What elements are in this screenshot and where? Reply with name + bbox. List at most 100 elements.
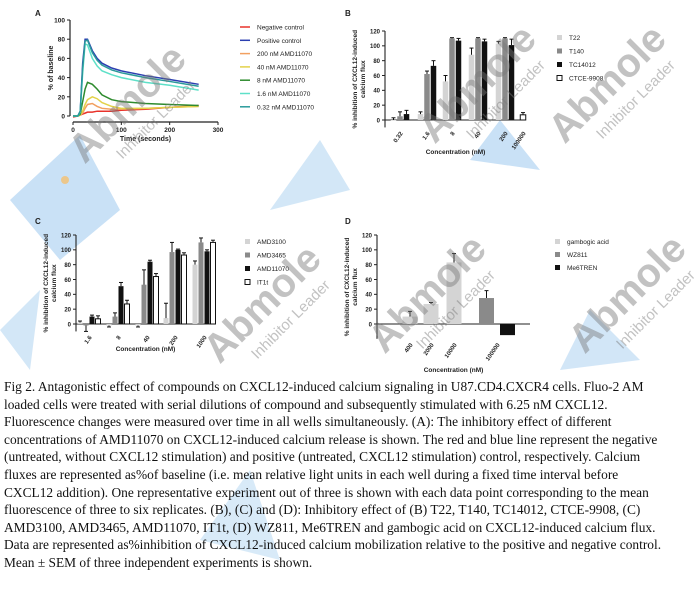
bar	[423, 303, 439, 324]
y-tick-label: 60	[373, 74, 380, 80]
caption-line: Mean ± SEM of three independent experime…	[4, 554, 313, 570]
y-tick-label: 120	[362, 233, 373, 239]
y-tick-label: 40	[365, 293, 372, 299]
line-chart-a: 0 20 40 60 80 100 0 100 200 300 Time (seconds) % of…	[48, 18, 314, 144]
legend-swatch	[244, 279, 251, 285]
legend-label: 8 nM AMD11070	[257, 78, 305, 85]
y-tick-label: 0	[377, 118, 381, 124]
bar	[198, 242, 204, 324]
y-tick-label: 80	[58, 37, 66, 44]
legend-label: Negative control	[257, 25, 305, 32]
bar	[442, 81, 449, 120]
bar	[175, 249, 181, 324]
legend-label: AMD3465	[257, 253, 286, 260]
x-tick-label: 100000	[511, 131, 528, 151]
bar	[147, 261, 153, 324]
x-tick-label: 8	[450, 131, 457, 138]
bar	[89, 316, 95, 324]
y-tick-label: 0	[369, 322, 373, 328]
series-line	[73, 39, 199, 117]
x-tick-label: 40	[474, 131, 483, 140]
legend-label: 0.32 nM AMD11070	[257, 104, 314, 111]
bar	[455, 40, 462, 121]
x-axis-label: Concentration (nM)	[426, 149, 486, 156]
legend-label: AMD3100	[257, 239, 286, 246]
bar	[192, 264, 198, 324]
legend-label: Me6TREN	[567, 265, 598, 272]
legend-label: CTCE-9908	[569, 76, 604, 83]
caption-line: fluorescence of three to six replicates.…	[4, 502, 641, 518]
bar	[204, 251, 210, 324]
legend-swatch	[557, 48, 562, 54]
legend-swatch	[555, 265, 560, 270]
y-axis-label: % inhibition of CXCL12-induced	[43, 234, 50, 333]
panel-label-b: B	[345, 9, 351, 18]
caption-line: (untreated, without CXCL12 stimulation) …	[4, 449, 641, 465]
legend-swatch	[557, 62, 562, 67]
x-tick-label: 300	[213, 127, 224, 134]
y-tick-label: 20	[64, 307, 71, 313]
bar	[83, 324, 89, 326]
legend-label: gambogic acid	[567, 239, 609, 246]
bar	[403, 114, 410, 120]
x-tick-label: 100000	[485, 342, 502, 362]
caption-line: Fluorescence changes were measured over …	[4, 414, 612, 430]
bar	[449, 38, 455, 120]
figure-caption: Fig 2. Antagonistic effect of compounds …	[4, 378, 698, 572]
y-tick-label: 20	[58, 94, 66, 101]
bar	[417, 114, 424, 120]
y-axis-label: % inhibition of CXCL12-induced	[344, 238, 351, 337]
bar	[430, 65, 437, 120]
bar	[402, 316, 418, 324]
y-tick-label: 0	[68, 322, 72, 328]
bar	[77, 322, 83, 324]
bar	[446, 262, 462, 324]
bar	[169, 252, 175, 324]
legend-label: AMD11070	[257, 266, 289, 273]
y-tick-label: 100	[370, 44, 381, 50]
panel-label-d: D	[345, 217, 351, 226]
legend-label: 200 nM AMD11070	[257, 51, 313, 58]
bar	[118, 286, 124, 324]
legend-swatch	[555, 252, 560, 257]
legend-swatch	[556, 75, 563, 81]
y-tick-label: 20	[365, 307, 372, 313]
x-axis-label: Time (seconds)	[120, 136, 171, 143]
bar	[495, 43, 502, 120]
legend-label: T22	[569, 35, 581, 42]
y-tick-label: 20	[373, 103, 380, 109]
legend-label: T140	[569, 49, 584, 56]
x-tick-label: 400	[404, 342, 415, 354]
x-tick-label: 1.6	[84, 335, 94, 346]
legend-label: TC14012	[569, 62, 596, 69]
y-tick-label: 100	[54, 18, 65, 25]
legend-label: WZ811	[567, 252, 588, 259]
panel-label-c: C	[35, 217, 41, 226]
legend-swatch	[245, 239, 250, 244]
bar	[106, 324, 112, 326]
y-axis-label: % inhibition of CXCL12-induced	[352, 30, 359, 129]
bar	[481, 41, 488, 121]
y-tick-label: 40	[64, 293, 71, 299]
caption-line: AMD3100, AMD3465, AMD11070, IT1t, (D) WZ…	[4, 519, 656, 535]
caption-line: CXCL12 addition). One representative exp…	[4, 484, 649, 500]
legend-label: 1.6 nM AMD11070	[257, 91, 311, 98]
y-axis-label: calcium flux	[51, 264, 58, 302]
bar	[163, 318, 169, 324]
y-tick-label: 80	[365, 263, 372, 269]
y-tick-label: 100	[362, 248, 373, 254]
legend-label: IT1t	[257, 280, 268, 287]
bar	[519, 114, 527, 121]
bar	[500, 324, 515, 336]
bar	[112, 316, 118, 324]
bar	[135, 324, 141, 326]
y-tick-label: 60	[365, 278, 372, 284]
x-tick-label: 0.32	[393, 131, 405, 145]
legend-swatch	[557, 35, 562, 40]
y-tick-label: 120	[61, 233, 72, 239]
caption-line: fluxes are represented as%of baseline (i…	[4, 466, 619, 482]
y-tick-label: 80	[373, 59, 380, 65]
caption-line: Data are represented as%inhibition of CX…	[4, 537, 662, 553]
x-tick-label: 8	[116, 335, 123, 342]
